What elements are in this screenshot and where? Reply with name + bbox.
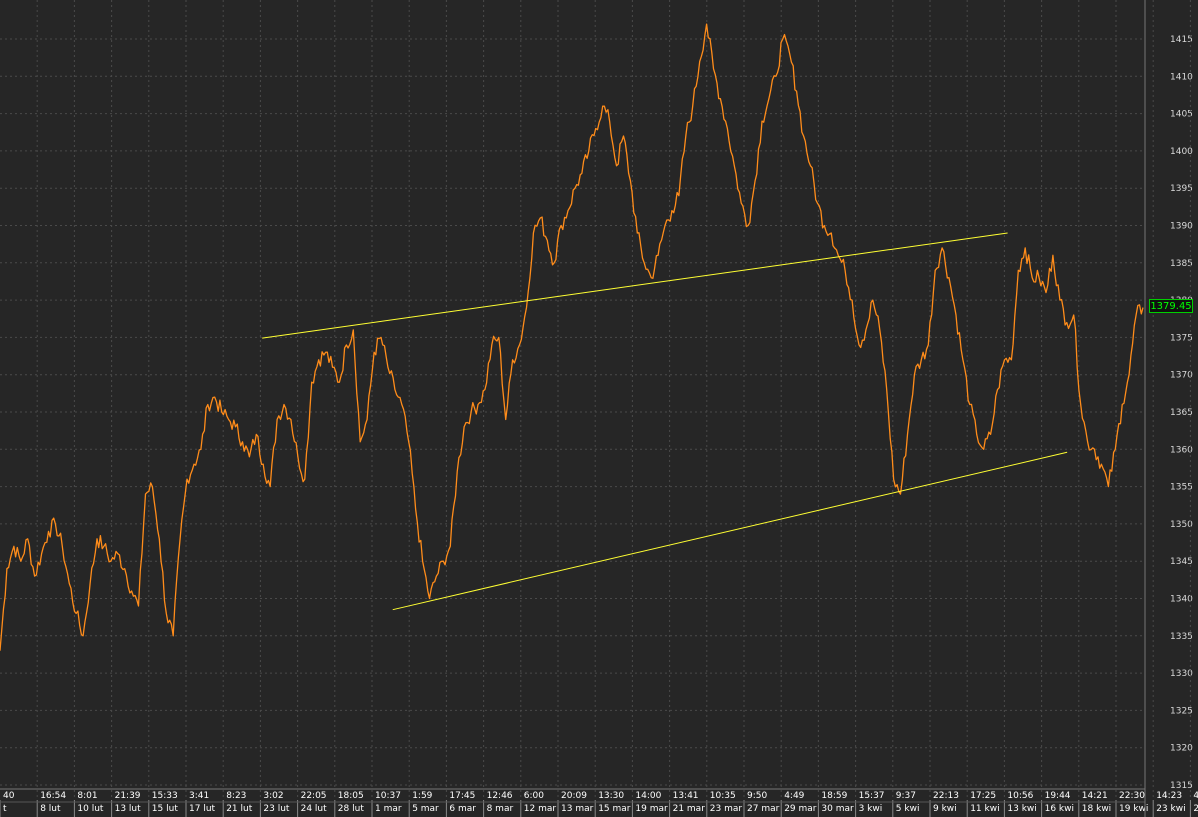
y-tick-label: 1330 <box>1170 669 1193 679</box>
upper-resistance-line <box>262 232 1008 339</box>
x-tick-date: 15 mar <box>598 804 631 814</box>
x-tick-time: 15:33 <box>152 791 178 801</box>
x-tick-date: 13 kwi <box>1007 804 1036 814</box>
x-tick-time: 4:49 <box>784 791 804 801</box>
x-tick-date: 1 mar <box>375 804 402 814</box>
y-tick-label: 1400 <box>1170 147 1193 157</box>
y-tick-label: 1335 <box>1170 632 1193 642</box>
x-tick-date: 6 mar <box>449 804 476 814</box>
y-tick-label: 1360 <box>1170 445 1193 455</box>
x-tick-time: 14:00 <box>635 791 661 801</box>
x-tick-time: 3:41 <box>189 791 209 801</box>
x-tick-time: 3:02 <box>263 791 283 801</box>
x-tick-time: 9:50 <box>747 791 767 801</box>
x-tick-date: 5 kwi <box>896 804 920 814</box>
x-tick-time: 13:30 <box>598 791 624 801</box>
x-tick-time: 8:23 <box>226 791 246 801</box>
x-tick-date: 29 mar <box>784 804 817 814</box>
x-tick-time: 19:44 <box>1045 791 1071 801</box>
x-tick-time: 4:04 <box>1193 791 1198 801</box>
x-tick-time: 1:59 <box>412 791 432 801</box>
y-tick-label: 1415 <box>1170 35 1193 45</box>
x-tick-date: 5 mar <box>412 804 439 814</box>
x-tick-date: 27 mar <box>747 804 780 814</box>
x-tick-date: 9 kwi <box>933 804 957 814</box>
x-tick-time: 10:56 <box>1007 791 1033 801</box>
y-tick-label: 1340 <box>1170 595 1193 605</box>
x-tick-time: 16:54 <box>40 791 66 801</box>
x-tick-date: 30 mar <box>821 804 854 814</box>
x-tick-time: 6:00 <box>524 791 544 801</box>
y-tick-label: 1375 <box>1170 333 1193 343</box>
y-tick-label: 1365 <box>1170 408 1193 418</box>
x-tick-time: 22:30 <box>1119 791 1145 801</box>
price-series-line <box>0 23 1144 651</box>
y-tick-label: 1325 <box>1170 706 1193 716</box>
y-tick-label: 1370 <box>1170 371 1193 381</box>
y-tick-label: 1320 <box>1170 744 1193 754</box>
y-tick-label: 1355 <box>1170 483 1193 493</box>
x-tick-date: 10 lut <box>77 804 104 814</box>
x-tick-date: 25 kwi <box>1193 804 1198 814</box>
y-tick-label: 1315 <box>1170 781 1193 791</box>
last-price-label: 1379.45 <box>1149 299 1193 313</box>
x-tick-date: 15 lut <box>152 804 179 814</box>
x-tick-date: 21 lut <box>226 804 253 814</box>
x-tick-time: 22:05 <box>301 791 327 801</box>
x-tick-date: 13 lut <box>115 804 142 814</box>
x-tick-time: 12:46 <box>487 791 513 801</box>
x-tick-time: 10:37 <box>375 791 401 801</box>
x-tick-time: 17:45 <box>449 791 475 801</box>
y-tick-label: 1390 <box>1170 222 1193 232</box>
x-tick-time: 20:09 <box>561 791 587 801</box>
y-tick-label: 1350 <box>1170 520 1193 530</box>
x-tick-time: 13:41 <box>673 791 699 801</box>
x-tick-time: 15:37 <box>859 791 885 801</box>
x-tick-date: 13 mar <box>561 804 594 814</box>
x-tick-date: 12 mar <box>524 804 557 814</box>
x-tick-time: 17:25 <box>970 791 996 801</box>
y-tick-label: 1385 <box>1170 259 1193 269</box>
x-tick-time: 21:39 <box>115 791 141 801</box>
x-tick-date: 18 kwi <box>1082 804 1111 814</box>
x-tick-date: 16 kwi <box>1045 804 1074 814</box>
x-tick-date: 23 lut <box>263 804 290 814</box>
y-tick-label: 1410 <box>1170 72 1193 82</box>
x-tick-date: t <box>3 804 7 814</box>
x-tick-time: 18:59 <box>821 791 847 801</box>
x-tick-date: 28 lut <box>338 804 365 814</box>
x-tick-time: 9:37 <box>896 791 916 801</box>
x-tick-time: 18:05 <box>338 791 364 801</box>
x-tick-date: 8 mar <box>487 804 514 814</box>
x-tick-date: 24 lut <box>301 804 328 814</box>
x-tick-date: 19 mar <box>635 804 668 814</box>
x-tick-time: 40 <box>3 791 15 801</box>
x-tick-date: 8 lut <box>40 804 61 814</box>
x-tick-date: 23 kwi <box>1156 804 1185 814</box>
x-tick-time: 10:35 <box>710 791 736 801</box>
y-tick-label: 1345 <box>1170 557 1193 567</box>
y-tick-label: 1405 <box>1170 110 1193 120</box>
x-tick-date: 19 kwi <box>1119 804 1148 814</box>
x-tick-date: 3 kwi <box>859 804 883 814</box>
x-tick-date: 21 mar <box>673 804 706 814</box>
x-tick-time: 8:01 <box>77 791 97 801</box>
y-tick-label: 1395 <box>1170 184 1193 194</box>
x-tick-date: 11 kwi <box>970 804 999 814</box>
x-tick-time: 22:13 <box>933 791 959 801</box>
x-tick-date: 17 lut <box>189 804 216 814</box>
lower-support-line <box>392 451 1068 611</box>
x-tick-date: 23 mar <box>710 804 743 814</box>
x-tick-time: 14:23 <box>1156 791 1182 801</box>
x-tick-time: 14:21 <box>1082 791 1108 801</box>
